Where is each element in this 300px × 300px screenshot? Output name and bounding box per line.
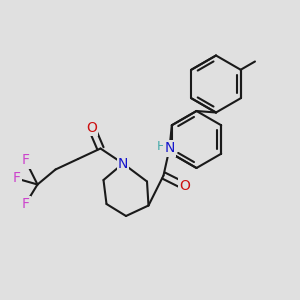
- Text: H: H: [156, 140, 166, 154]
- Text: O: O: [179, 179, 190, 193]
- Text: N: N: [118, 157, 128, 170]
- Text: F: F: [13, 172, 20, 185]
- Text: N: N: [164, 142, 175, 155]
- Text: F: F: [22, 197, 29, 211]
- Text: F: F: [22, 154, 29, 167]
- Text: O: O: [86, 121, 97, 134]
